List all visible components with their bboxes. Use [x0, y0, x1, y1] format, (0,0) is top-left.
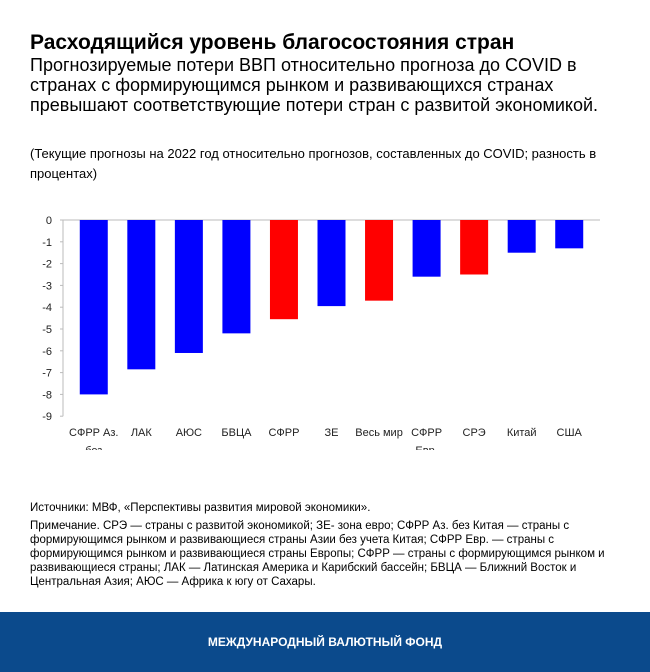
- bar: [269, 220, 298, 320]
- x-tick-label: США: [557, 427, 583, 439]
- y-tick-label: -6: [42, 346, 52, 358]
- explanation: Примечание. СРЭ — страны с развитой экон…: [30, 520, 605, 588]
- x-tick-label: ЛАК: [131, 427, 153, 439]
- x-tick-label: Китай: [507, 427, 537, 439]
- bar: [317, 220, 346, 307]
- y-tick-label: 0: [46, 215, 52, 227]
- x-tick-label: Весь мир: [355, 427, 403, 439]
- bar: [507, 220, 536, 253]
- bar: [412, 220, 441, 277]
- bar: [174, 220, 203, 353]
- bar: [555, 220, 584, 249]
- bar: [365, 220, 394, 301]
- chart-subtitle: Прогнозируемые потери ВВП относительно п…: [30, 55, 599, 115]
- chart-title: Расходящийся уровень благосостояния стра…: [30, 31, 515, 54]
- bar: [127, 220, 156, 370]
- x-tick-label: ЗЕ: [325, 427, 339, 439]
- y-tick-label: -4: [42, 302, 52, 314]
- y-tick-label: -2: [42, 259, 52, 271]
- y-tick-label: -7: [42, 368, 52, 380]
- x-tick-label: СФРР: [268, 427, 299, 439]
- footer: МЕЖДУНАРОДНЫЙ ВАЛЮТНЫЙ ФОНД: [0, 612, 650, 672]
- bar: [222, 220, 251, 334]
- y-tick-label: -5: [42, 324, 52, 336]
- x-tick-label: АЮС: [176, 427, 202, 439]
- footer-label: МЕЖДУНАРОДНЫЙ ВАЛЮТНЫЙ ФОНД: [207, 635, 443, 649]
- bar: [460, 220, 489, 275]
- sources: Источники: МВФ, «Перспективы развития ми…: [30, 502, 371, 514]
- y-tick-label: -9: [42, 411, 52, 423]
- chart-note: (Текущие прогнозы на 2022 год относитель…: [30, 146, 597, 181]
- x-tick-label: БВЦА: [221, 427, 252, 439]
- y-tick-label: -1: [42, 237, 52, 249]
- bar: [79, 220, 108, 395]
- y-tick-label: -3: [42, 280, 52, 292]
- y-tick-label: -8: [42, 389, 52, 401]
- x-tick-label: СРЭ: [463, 427, 486, 439]
